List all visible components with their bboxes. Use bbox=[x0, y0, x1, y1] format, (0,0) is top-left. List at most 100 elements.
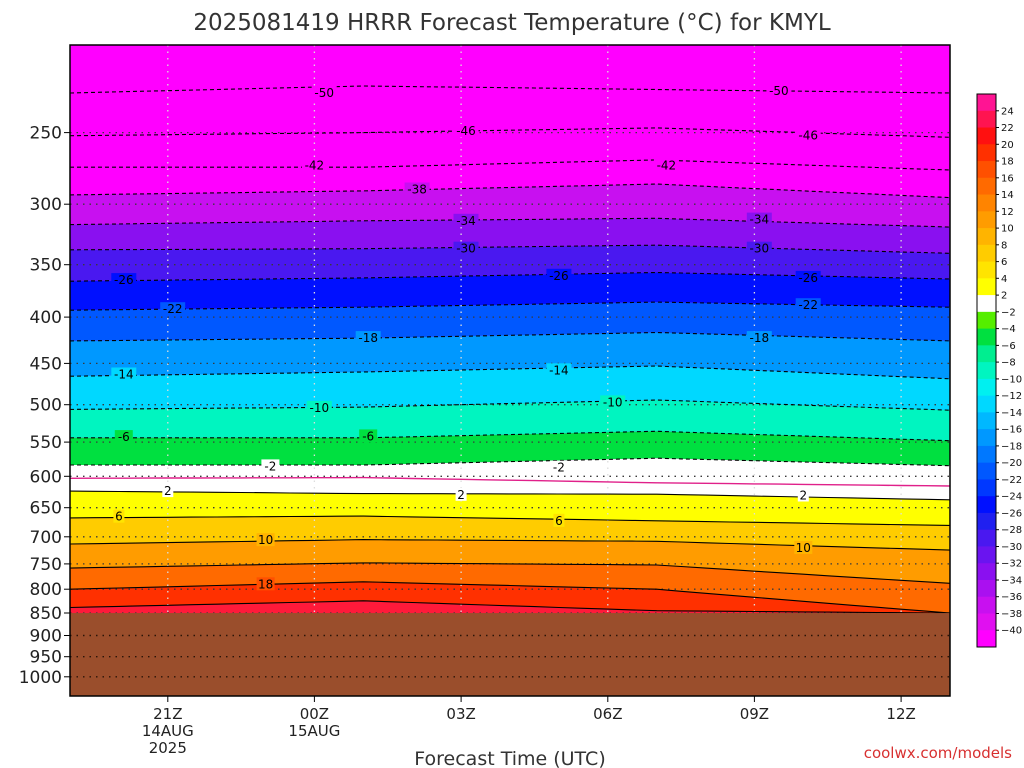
contour-label: -30 bbox=[456, 242, 476, 256]
colorbar-swatch bbox=[977, 630, 996, 648]
contour-label-bg bbox=[795, 270, 821, 284]
band--34-to--30 bbox=[70, 218, 950, 254]
colorbar-label: −10 bbox=[1001, 374, 1022, 385]
colorbar-swatch bbox=[977, 362, 996, 380]
contour-label: -34 bbox=[456, 214, 476, 228]
band--38-to--34 bbox=[70, 184, 950, 228]
contour-label: 10 bbox=[796, 541, 811, 555]
colorbar-label: 20 bbox=[1001, 140, 1014, 151]
colorbar-label: −30 bbox=[1001, 542, 1022, 553]
x-tick-label: 06Z bbox=[593, 705, 622, 723]
chart-title: 2025081419 HRRR Forecast Temperature (°C… bbox=[193, 10, 831, 36]
colorbar-swatch bbox=[977, 244, 996, 263]
colorbar-label: −36 bbox=[1001, 592, 1022, 603]
y-tick-label: 350 bbox=[30, 256, 62, 276]
contour-label-bg bbox=[256, 533, 275, 547]
colorbar-swatch bbox=[977, 311, 996, 330]
colorbar-swatch bbox=[977, 529, 996, 547]
colorbar-label: −32 bbox=[1001, 559, 1022, 570]
y-tick-label: 400 bbox=[30, 308, 62, 328]
contour-label: 2 bbox=[799, 489, 807, 503]
contour-label-bg bbox=[111, 367, 137, 381]
colorbar-swatch bbox=[977, 429, 996, 447]
colorbar-label: −24 bbox=[1001, 492, 1022, 503]
contour-label-bg bbox=[162, 484, 174, 498]
contour-label-bg bbox=[111, 273, 137, 287]
contour-label: -18 bbox=[358, 331, 378, 345]
contour-label-bg bbox=[549, 460, 568, 474]
band--6-to--2 bbox=[70, 431, 950, 466]
band--18-to--14 bbox=[70, 332, 950, 379]
contour-label: 6 bbox=[555, 514, 563, 528]
y-tick-label: 650 bbox=[30, 499, 62, 519]
colorbar-swatch bbox=[977, 278, 996, 296]
y-tick-label: 550 bbox=[30, 433, 62, 453]
contour-label-bg bbox=[261, 459, 280, 473]
contour-label: -46 bbox=[456, 124, 476, 138]
contour-labels: -50 -50-46 -46-42 -42-38-34 -34-30 -30-26 -26-… bbox=[111, 84, 821, 591]
below-ground-fill bbox=[70, 613, 950, 696]
contour-line-22 bbox=[70, 600, 950, 614]
contour-label: -26 bbox=[114, 273, 134, 287]
contour-label-bg bbox=[794, 540, 813, 554]
contour-label-bg bbox=[746, 241, 772, 255]
colorbar-label: −20 bbox=[1001, 458, 1022, 469]
colorbar-swatch bbox=[977, 546, 996, 564]
colorbar-swatch bbox=[977, 211, 996, 229]
colorbar-swatch bbox=[977, 378, 996, 397]
contour-label: 2 bbox=[457, 488, 465, 502]
colorbar-swatch bbox=[977, 412, 996, 430]
contour-label: -10 bbox=[309, 401, 329, 415]
credit-text: coolwx.com/models bbox=[864, 744, 1012, 762]
contour-label-bg bbox=[160, 302, 186, 316]
contour-label: -42 bbox=[657, 159, 677, 173]
colorbar-swatch bbox=[977, 563, 996, 581]
colorbar-label: 4 bbox=[1001, 274, 1007, 285]
colorbar-swatch bbox=[977, 261, 996, 279]
contour-label-bg bbox=[600, 395, 626, 409]
band-6-to-10 bbox=[70, 516, 950, 551]
contour-label-bg bbox=[766, 84, 792, 98]
y-tick-label: 750 bbox=[30, 555, 62, 575]
contour-label-bg bbox=[404, 182, 430, 196]
x-axis-label: Forecast Time (UTC) bbox=[414, 748, 605, 768]
y-axis: 250 300 350 400 450 500 550 600 650 700 750 800 850 9… bbox=[19, 124, 70, 688]
colorbar-label: 12 bbox=[1001, 207, 1014, 218]
x-tick-label: 12Z bbox=[886, 705, 915, 723]
contour-label-bg bbox=[453, 241, 479, 255]
contour-label: -42 bbox=[305, 159, 325, 173]
colorbar-swatch bbox=[977, 613, 996, 631]
contour-label-bg bbox=[795, 298, 821, 312]
contour-label: 18 bbox=[258, 577, 273, 591]
contour-label: -38 bbox=[407, 183, 427, 197]
contour-label-bg bbox=[746, 331, 772, 345]
colorbar-label: 14 bbox=[1001, 190, 1014, 201]
contour-label: -6 bbox=[118, 430, 130, 444]
colorbar-label: −18 bbox=[1001, 441, 1022, 452]
contour-label-bg bbox=[455, 487, 467, 501]
x-tick-sublabel: 14AUG bbox=[142, 722, 194, 740]
contour-label-bg bbox=[746, 212, 772, 226]
colorbar-label: −22 bbox=[1001, 475, 1022, 486]
contour-label: -22 bbox=[163, 302, 183, 316]
colorbar-label: 16 bbox=[1001, 173, 1014, 184]
colorbar-swatch bbox=[977, 127, 996, 145]
colorbar-swatch bbox=[977, 94, 996, 112]
contour-label: -14 bbox=[114, 368, 134, 382]
contour-line-18 bbox=[70, 581, 950, 614]
contour-label: -14 bbox=[549, 363, 569, 377]
y-tick-label: 600 bbox=[30, 467, 62, 487]
colorbar-label: −6 bbox=[1001, 341, 1016, 352]
colorbar-swatch bbox=[977, 177, 996, 196]
contour-label-bg bbox=[306, 400, 332, 414]
x-tick-sublabel: 15AUG bbox=[288, 722, 340, 740]
band--22-to--18 bbox=[70, 302, 950, 341]
band--46-to--42 bbox=[70, 127, 950, 170]
contour-label: -50 bbox=[314, 86, 334, 100]
colorbar-swatch bbox=[977, 512, 996, 531]
colorbar-label: −12 bbox=[1001, 391, 1022, 402]
grid-lines bbox=[70, 45, 950, 696]
colorbar-swatch bbox=[977, 194, 996, 212]
